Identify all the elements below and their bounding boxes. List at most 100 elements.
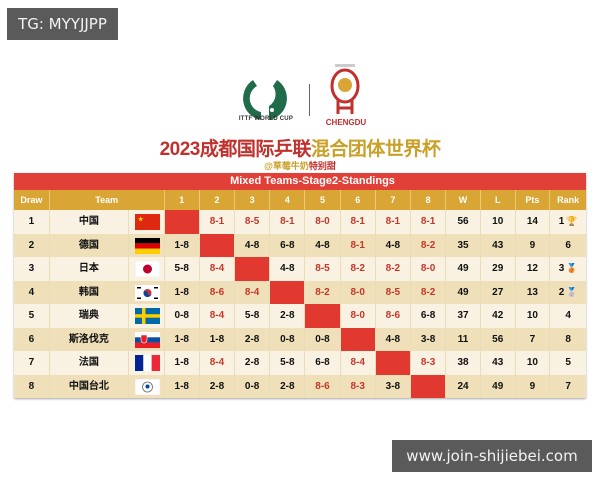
table-row: 4 韩国 1-8 8-6 8-4 8-2 8-0 8-5 8-2 49 27 13 2 🥈: [14, 280, 586, 305]
match-score-cell: 3-8: [411, 327, 447, 351]
table-row: 1 中国 ★ 8-1 8-5 8-1 8-0 8-1 8-1 8-1 56 10 14 1 🏆: [14, 210, 586, 234]
table-row: 2 德国 1-8 4-8 6-8 4-8 8-1 4-8 8-2 35 43 9 6: [14, 233, 586, 258]
self-match-cell: [375, 351, 411, 375]
match-score-cell: 8-6: [376, 304, 411, 328]
team-name: 德国: [50, 233, 129, 257]
match-score-cell: 4-8: [235, 233, 271, 257]
rank-cell: 4: [550, 304, 586, 328]
title-gold-part: 混合团体世界杯: [310, 139, 441, 160]
table-row: 7 法国 1-8 8-4 2-8 5-8 6-8 8-4 8-3 38 43 10 5: [14, 351, 586, 375]
france-flag-icon: [134, 355, 160, 371]
svg-text:★: ★: [138, 216, 144, 223]
match-score-cell: 2-8: [235, 327, 271, 351]
rank-cell: 3 🥉: [550, 257, 586, 281]
losses-cell: 43: [481, 351, 516, 375]
table-row: 6 斯洛伐克 1-8 1-8 2-8 0-8 0-8 4-8 3-8 11 56 7 8: [14, 327, 586, 352]
losses-cell: 29: [481, 257, 516, 281]
china-flag-icon: ★: [134, 214, 160, 230]
team-name: 斯洛伐克: [50, 327, 129, 351]
match-score-cell: 8-1: [200, 210, 236, 234]
rank-value: 8: [565, 333, 571, 345]
ittf-logo-text: ITTF WORLD CUP: [238, 116, 294, 122]
match-score-cell: 8-0: [411, 257, 447, 281]
match-score-cell: 8-1: [376, 210, 411, 234]
wins-cell: 49: [446, 280, 481, 304]
wins-cell: 49: [446, 257, 481, 281]
points-cell: 7: [516, 327, 551, 351]
match-score-cell: 6-8: [270, 233, 306, 257]
draw-cell: 1: [14, 210, 50, 234]
match-score-cell: 8-0: [305, 210, 341, 234]
match-score-cell: 8-0: [341, 280, 376, 304]
draw-cell: 6: [14, 327, 50, 351]
match-score-cell: 3-8: [376, 374, 411, 398]
rank-cell: 6: [550, 234, 586, 258]
standings-table: Mixed Teams-Stage2-Standings Draw Team 1…: [14, 173, 586, 398]
self-match-cell: [270, 280, 306, 304]
draw-cell: 3: [14, 257, 50, 281]
match-score-cell: 8-2: [376, 257, 411, 281]
rank-cell: 1 🏆: [550, 210, 586, 234]
header-m4: 4: [270, 190, 306, 210]
header-m1: 1: [165, 190, 200, 210]
rank-value: 4: [565, 310, 571, 321]
match-score-cell: 4-8: [376, 327, 411, 351]
points-cell: 12: [516, 257, 551, 281]
rank-value: 1: [558, 216, 565, 227]
japan-flag-icon: [134, 261, 160, 277]
page-title: 2023成都国际乒联混合团体世界杯: [0, 134, 600, 161]
rank-cell: 2 🥈: [550, 281, 586, 305]
flag-cell: [129, 280, 165, 304]
match-score-cell: 8-4: [200, 304, 236, 328]
title-red-part: 2023成都国际乒联: [159, 139, 312, 160]
wins-cell: 11: [446, 327, 481, 351]
team-name: 瑞典: [50, 304, 129, 328]
losses-cell: 43: [481, 233, 516, 257]
table-row: 5 瑞典 0-8 8-4 5-8 2-8 8-0 8-6 6-8 37 42 10 4: [14, 304, 586, 328]
match-score-cell: 1-8: [165, 233, 200, 257]
match-score-cell: 8-2: [341, 257, 376, 281]
wins-cell: 35: [446, 233, 481, 257]
match-score-cell: 8-3: [411, 351, 447, 375]
rank-value: 3: [558, 263, 565, 274]
gold-trophy-icon: 🏆: [566, 216, 578, 226]
subtitle-gold-part: @草莓牛奶: [264, 161, 309, 171]
header-team: Team: [50, 190, 165, 210]
match-score-cell: 5-8: [165, 257, 200, 281]
match-score-cell: 8-3: [341, 374, 376, 398]
sweden-flag-icon: [134, 308, 160, 324]
rank-cell: 7: [550, 375, 586, 399]
match-score-cell: 8-2: [411, 233, 447, 257]
rank-value: 2: [558, 286, 565, 298]
match-score-cell: 4-8: [376, 233, 411, 257]
chengdu-logo-icon: [330, 64, 360, 114]
match-score-cell: 0-8: [165, 304, 200, 328]
rank-cell: 8: [550, 328, 586, 352]
header-draw: Draw: [14, 190, 50, 210]
wins-cell: 24: [446, 374, 481, 398]
match-score-cell: 1-8: [165, 374, 200, 398]
self-match-cell: [199, 233, 236, 257]
bronze-medal-icon: 🥉: [566, 263, 578, 273]
table-body: 1 中国 ★ 8-1 8-5 8-1 8-0 8-1 8-1 8-1 56 10 14 1 🏆 2 德国 1-8 4…: [14, 210, 586, 398]
rank-value: 5: [565, 357, 571, 368]
match-score-cell: 0-8: [235, 374, 271, 398]
match-score-cell: 1-8: [165, 327, 200, 351]
watermark-bottom-right: www.join-shijiebei.com: [392, 440, 592, 472]
match-score-cell: 1-8: [165, 280, 200, 304]
header-l: L: [481, 190, 516, 210]
korea-flag-icon: [134, 284, 160, 301]
match-score-cell: 0-8: [305, 327, 341, 351]
losses-cell: 42: [481, 304, 516, 328]
match-score-cell: 8-1: [341, 210, 376, 234]
table-row: 3 日本 5-8 8-4 4-8 8-5 8-2 8-2 8-0 49 29 12 3 🥉: [14, 257, 586, 281]
match-score-cell: 2-8: [235, 351, 271, 375]
points-cell: 14: [516, 210, 551, 234]
draw-cell: 5: [14, 304, 50, 328]
ittf-world-cup-logo-icon: [243, 80, 287, 120]
match-score-cell: 8-1: [341, 233, 376, 257]
rank-cell: 5: [550, 351, 586, 375]
match-score-cell: 8-4: [200, 351, 236, 375]
self-match-cell: [235, 257, 271, 281]
wins-cell: 56: [446, 210, 481, 234]
